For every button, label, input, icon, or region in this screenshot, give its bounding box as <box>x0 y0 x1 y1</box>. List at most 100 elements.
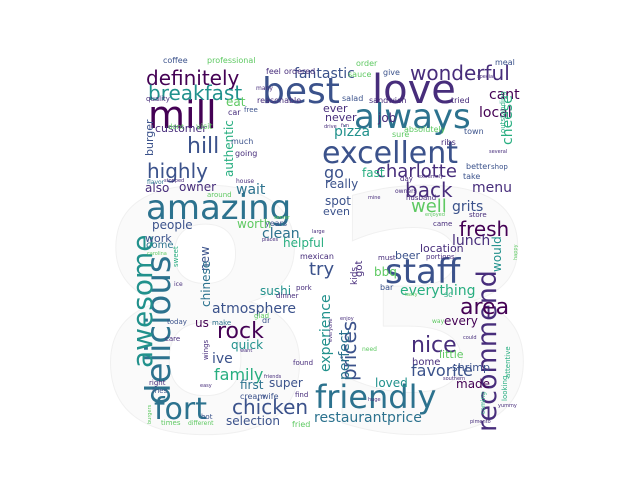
word-job: job <box>377 111 396 125</box>
word-came: came <box>433 220 452 228</box>
word-find: find <box>295 391 308 399</box>
word-wife: wife <box>262 392 279 401</box>
word-even: even <box>323 205 350 218</box>
word-people: people <box>152 218 193 232</box>
word-location: location <box>420 242 464 255</box>
word-clean: clean <box>262 226 300 242</box>
word-salad: salad <box>342 94 363 103</box>
word-nice: nice <box>411 333 457 358</box>
word-dont: dont <box>168 123 184 131</box>
word-ive: ive <box>212 351 233 367</box>
word-town: town <box>464 127 484 136</box>
word-care: care <box>165 335 180 343</box>
word-wonderful: wonderful <box>410 61 510 85</box>
word-meal: meal <box>495 58 515 67</box>
word-would: would <box>490 236 504 272</box>
word-really: really <box>325 177 358 191</box>
word-around: around <box>207 191 232 199</box>
word-day: day <box>400 175 413 183</box>
word-staff: staff <box>385 252 462 292</box>
word-sweet: sweet <box>172 246 180 267</box>
word-dinner: dinner <box>276 292 299 300</box>
word-southern: southern <box>443 376 465 382</box>
word-local: local <box>479 105 512 121</box>
word-outstanding: outstanding <box>499 91 507 133</box>
word-coffee: coffee <box>163 56 188 65</box>
word-ordered: ordered <box>284 67 315 76</box>
word-sc: sc <box>444 290 453 299</box>
word-order: order <box>356 59 378 68</box>
word-menu: menu <box>472 180 512 196</box>
word-bbq: bbq <box>374 265 397 279</box>
word-fast: fast <box>362 166 385 180</box>
word-us: us <box>195 316 209 330</box>
word-everything: everything <box>400 283 476 299</box>
word-first: first <box>240 378 264 392</box>
word-every: every <box>444 314 478 328</box>
word-pizza: pizza <box>334 124 370 140</box>
word-give: give <box>383 68 400 77</box>
word-beer: beer <box>395 249 421 262</box>
word-could: could <box>463 335 477 341</box>
word-ice: ice <box>174 281 183 288</box>
word-burgers: burgers <box>147 404 153 424</box>
word-friends: friends <box>264 374 282 380</box>
word-eat: eat <box>226 95 246 109</box>
word-carolina: carolina <box>147 251 167 257</box>
word-huge: huge <box>368 397 381 403</box>
word-perfect: perfect <box>337 330 353 380</box>
word-super: super <box>269 376 303 390</box>
word-work: work <box>145 232 172 245</box>
word-bar: bar <box>380 283 394 292</box>
word-also: also <box>145 181 169 195</box>
word-attentive: attentive <box>504 346 512 378</box>
word-years: years <box>265 219 287 228</box>
word-today: today <box>167 318 187 326</box>
word-breakfast: breakfast <box>148 81 242 105</box>
word-quality: quality <box>146 95 170 103</box>
word-house: house <box>236 178 254 185</box>
word-area: area <box>460 295 509 320</box>
word-prices: prices <box>337 321 361 381</box>
word-authentic: authentic <box>222 120 236 177</box>
word-visit: visit <box>196 122 212 131</box>
word-sandwich: sandwich <box>369 96 406 105</box>
word-charlotte: charlotte <box>376 161 457 182</box>
word-way: way <box>432 318 445 325</box>
word-ever: ever <box>323 102 348 115</box>
word-highly: highly <box>147 159 208 183</box>
word-need: need <box>362 346 377 353</box>
word-pork: pork <box>296 284 313 292</box>
word-rock: rock <box>217 319 264 344</box>
word-everyone: everyone <box>328 319 334 342</box>
word-tasty: tasty <box>405 292 418 298</box>
word-loved: loved <box>375 376 408 390</box>
word-easy: easy <box>200 383 212 389</box>
word-try: try <box>309 259 334 280</box>
word-drive: drive <box>324 124 337 130</box>
word-right: right <box>149 379 166 387</box>
word-feel: feel <box>266 67 281 76</box>
word-enjoy: enjoy <box>340 316 354 322</box>
word-cant: cant <box>489 87 520 103</box>
word-found: found <box>293 359 313 367</box>
word-mill: mill <box>148 93 217 137</box>
word-sushi: sushi <box>260 284 291 298</box>
word-store: store <box>469 211 487 219</box>
word-well: well <box>411 196 447 217</box>
word-shop: shop <box>491 163 508 171</box>
word-grits: grits <box>452 199 483 215</box>
word-free: free <box>244 106 258 114</box>
word-shrimp: shrimp <box>452 361 490 374</box>
word-happy: happy <box>513 244 519 260</box>
word-times: times <box>161 419 181 427</box>
word-lunch: lunch <box>452 233 490 249</box>
word-portions: portions <box>426 253 455 261</box>
word-burger: burger <box>143 119 156 156</box>
word-favorite: favorite <box>411 361 473 380</box>
word-fresh: fresh <box>459 217 509 241</box>
word-wait: wait <box>236 182 266 198</box>
word-going: going <box>235 149 257 158</box>
word-selection: selection <box>226 414 280 428</box>
